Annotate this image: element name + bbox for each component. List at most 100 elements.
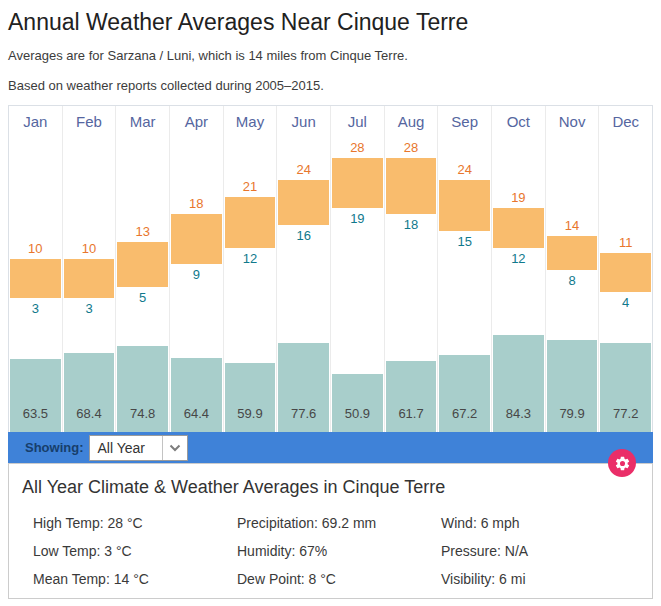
precip-bar [386,361,437,432]
month-label: Jan [9,106,62,130]
high-temp-label: 18 [170,196,223,211]
summary-item: Visibility: 6 mi [441,571,652,587]
precip-value-label: 59.9 [224,406,277,421]
low-temp-label: 15 [438,234,491,249]
high-temp-label: 28 [385,140,438,155]
summary-item: Low Temp: 3 °C [33,543,237,559]
high-temp-label: 10 [9,241,62,256]
precip-value-label: 79.9 [546,406,599,421]
low-temp-label: 3 [9,301,62,316]
low-temp-label: 12 [224,251,277,266]
month-label: Mar [116,106,169,130]
precip-bar [10,359,61,432]
month-label: Aug [385,106,438,130]
month-label: Feb [63,106,116,130]
summary-item: Dew Point: 8 °C [237,571,441,587]
high-temp-label: 28 [331,140,384,155]
precip-value-label: 63.5 [9,406,62,421]
precip-value-label: 64.4 [170,406,223,421]
low-temp-label: 5 [116,290,169,305]
temp-range-bar [117,242,168,287]
low-temp-label: 12 [492,251,545,266]
chevron-down-icon [162,436,187,460]
month-column: Feb10368.4 [63,106,117,432]
summary-grid: High Temp: 28 °C Low Temp: 3 °C Mean Temp:… [9,509,652,593]
precip-value-label: 61.7 [385,406,438,421]
temp-range-bar [547,236,598,270]
page-title: Annual Weather Averages Near Cinque Terr… [8,8,653,36]
chart-columns: Jan10363.5Feb10368.4Mar13574.8Apr18964.4… [8,105,653,432]
temp-range-bar [64,259,115,298]
temp-range-bar [171,214,222,264]
climate-summary-box: All Year Climate & Weather Averages in C… [8,463,653,599]
month-label: Nov [546,106,599,130]
showing-toolbar: Showing: All Year [8,432,653,463]
month-column: Nov 14 8 79.9 [546,106,600,432]
high-temp-label: 19 [492,190,545,205]
summary-title: All Year Climate & Weather Averages in C… [9,464,652,498]
month-label: Dec [599,106,652,130]
temp-range-bar [332,158,383,208]
temp-range-bar [225,197,276,247]
summary-item: Wind: 6 mph [441,515,652,531]
month-label: Sep [438,106,491,130]
month-label: May [224,106,277,130]
month-label: Oct [492,106,545,130]
precip-bar [225,363,276,432]
showing-select[interactable]: All Year [89,435,188,461]
high-temp-label: 24 [438,162,491,177]
high-temp-label: 24 [277,162,330,177]
precip-value-label: 50.9 [331,406,384,421]
high-temp-label: 13 [116,224,169,239]
low-temp-label: 16 [277,228,330,243]
temp-range-bar [386,158,437,214]
summary-item: High Temp: 28 °C [33,515,237,531]
low-temp-label: 3 [63,301,116,316]
lower-section: Showing: All Year All Year Climate & Wea… [8,432,653,599]
high-temp-label: 11 [599,235,652,250]
summary-item: Mean Temp: 14 °C [33,571,237,587]
precip-value-label: 68.4 [63,406,116,421]
precip-value-label: 74.8 [116,406,169,421]
temp-range-bar [278,180,329,225]
high-temp-label: 21 [224,179,277,194]
showing-label: Showing: [25,440,84,455]
month-column: Oct 19 12 84.3 [492,106,546,432]
temp-range-bar [493,208,544,247]
location-subtitle: Averages are for Sarzana / Luni, which i… [8,48,653,64]
precip-value-label: 77.6 [277,406,330,421]
summary-item: Precipitation: 69.2 mm [237,515,441,531]
month-label: Jun [277,106,330,130]
month-column: Dec 11 4 77.2 [599,106,652,432]
low-temp-label: 4 [599,295,652,310]
summary-item: Humidity: 67% [237,543,441,559]
high-temp-label: 14 [546,218,599,233]
month-column: May 21 12 59.9 [224,106,278,432]
precip-value-label: 67.2 [438,406,491,421]
precip-bar [332,374,383,433]
summary-item: Pressure: N/A [441,543,652,559]
month-column: Sep 24 15 67.2 [438,106,492,432]
month-label: Jul [331,106,384,130]
month-column: Jul 28 19 50.9 [331,106,385,432]
month-column: Apr 18 9 64.4 [170,106,224,432]
temp-range-bar [600,253,651,292]
month-label: Apr [170,106,223,130]
low-temp-label: 18 [385,217,438,232]
month-column: Aug 28 18 61.7 [385,106,439,432]
report-period-subtitle: Based on weather reports collected durin… [8,78,653,94]
temp-range-bar [10,259,61,298]
settings-gear-button[interactable] [608,449,636,477]
precip-value-label: 84.3 [492,406,545,421]
low-temp-label: 8 [546,273,599,288]
precip-value-label: 77.2 [599,406,652,421]
month-column: Mar 13 5 74.8 [116,106,170,432]
gear-icon [614,455,631,472]
temp-range-bar [439,180,490,230]
low-temp-label: 9 [170,267,223,282]
weather-page: Annual Weather Averages Near Cinque Terr… [0,8,661,606]
low-temp-label: 19 [331,211,384,226]
month-column: Jun 24 16 77.6 [277,106,331,432]
month-column: Jan 10 3 63.5 [9,106,63,432]
showing-select-value: All Year [90,440,162,456]
